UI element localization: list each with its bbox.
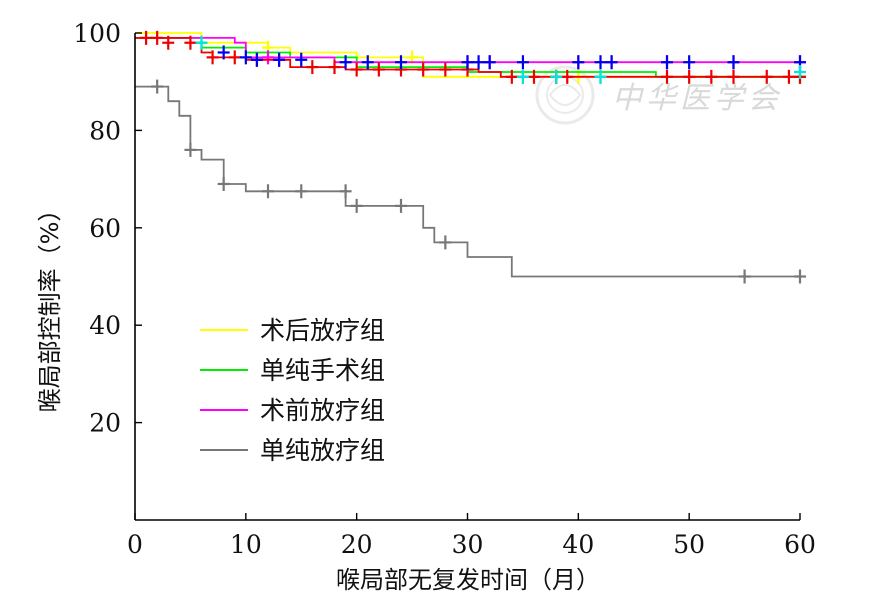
y-tick-label: 60 (89, 214, 121, 243)
censor-mark (151, 30, 164, 45)
censor-mark (705, 69, 718, 84)
censor-mark (683, 55, 696, 70)
censor-mark (273, 52, 286, 67)
x-tick-label: 0 (127, 530, 143, 559)
legend-label: 术前放疗组 (260, 396, 385, 425)
series-line (135, 85, 800, 278)
y-tick-label: 100 (73, 19, 121, 48)
censor-mark (516, 55, 529, 70)
censor-mark (439, 235, 452, 250)
x-tick-label: 60 (784, 530, 816, 559)
censor-mark (605, 55, 618, 70)
censor-mark (417, 62, 430, 77)
y-tick-label: 20 (89, 409, 121, 438)
censor-mark (661, 55, 673, 70)
censor-mark (195, 35, 208, 50)
censor-mark (782, 69, 795, 84)
x-tick-label: 20 (341, 530, 373, 559)
x-ticks: 0 10 20 30 40 50 60 (127, 513, 816, 559)
y-tick-label: 80 (89, 116, 121, 145)
series-3 (135, 79, 806, 284)
censor-mark (505, 69, 518, 84)
censor-mark (350, 198, 363, 213)
x-axis-label: 喉局部无复发时间（月） (336, 566, 600, 594)
x-tick-label: 10 (230, 530, 262, 559)
legend-label: 术后放疗组 (260, 316, 385, 345)
censor-mark (228, 50, 241, 65)
censor-mark (217, 176, 230, 191)
x-tick-label: 50 (673, 530, 705, 559)
x-tick-label: 40 (562, 530, 594, 559)
legend-item: 单纯手术组 (200, 356, 385, 385)
censor-mark (572, 55, 585, 70)
watermark-seal-icon (535, 65, 595, 125)
censor-mark (140, 30, 153, 45)
y-tick-label: 40 (89, 311, 121, 340)
censor-mark (328, 60, 341, 75)
censor-mark (594, 55, 607, 70)
censor-mark (794, 269, 806, 284)
censor-mark (439, 62, 452, 77)
censor-mark (727, 55, 740, 70)
censor-mark (262, 50, 274, 65)
censor-mark (594, 69, 607, 84)
censor-mark (395, 55, 407, 70)
censor-mark (162, 35, 175, 50)
censor-mark (361, 55, 374, 70)
legend-item: 术后放疗组 (200, 316, 385, 345)
censor-mark (472, 55, 485, 70)
censor-mark (372, 62, 385, 77)
censor-mark (683, 69, 696, 84)
legend-label: 单纯手术组 (260, 356, 385, 385)
censor-mark (295, 184, 308, 199)
censor-mark (794, 64, 806, 79)
watermark-text: 中华医学会 (612, 81, 782, 116)
series-6 (195, 35, 806, 84)
censor-mark (295, 52, 308, 67)
censor-mark (184, 35, 197, 50)
censor-mark (339, 184, 352, 199)
censor-mark (306, 60, 319, 75)
censor-mark (738, 269, 751, 284)
censor-mark (461, 55, 474, 70)
y-ticks: 20 40 60 80 100 (73, 19, 142, 438)
censor-mark (339, 55, 352, 70)
censor-mark (550, 69, 563, 84)
censor-mark (395, 198, 407, 213)
legend-label: 单纯放疗组 (260, 436, 385, 465)
legend-item: 单纯放疗组 (200, 436, 385, 465)
censor-mark (350, 62, 363, 77)
censor-mark (483, 55, 496, 70)
x-tick-label: 30 (452, 530, 484, 559)
censor-mark (561, 69, 574, 84)
censor-mark (661, 69, 673, 84)
censor-mark (727, 69, 740, 84)
censor-mark (151, 79, 164, 94)
censor-mark (528, 69, 540, 84)
censor-mark (217, 45, 230, 60)
legend-item: 术前放疗组 (200, 396, 385, 425)
y-axis-label: 喉局部控制率（%） (36, 198, 64, 413)
censor-mark (516, 69, 529, 84)
watermark: 中华医学会 (535, 65, 782, 125)
censor-mark (262, 184, 274, 199)
censor-mark (206, 50, 219, 65)
plot-area (135, 30, 806, 284)
censor-mark (760, 69, 773, 84)
series-5 (217, 45, 806, 70)
censor-mark (239, 50, 252, 65)
censor-mark (250, 52, 263, 67)
censor-mark (184, 142, 197, 157)
